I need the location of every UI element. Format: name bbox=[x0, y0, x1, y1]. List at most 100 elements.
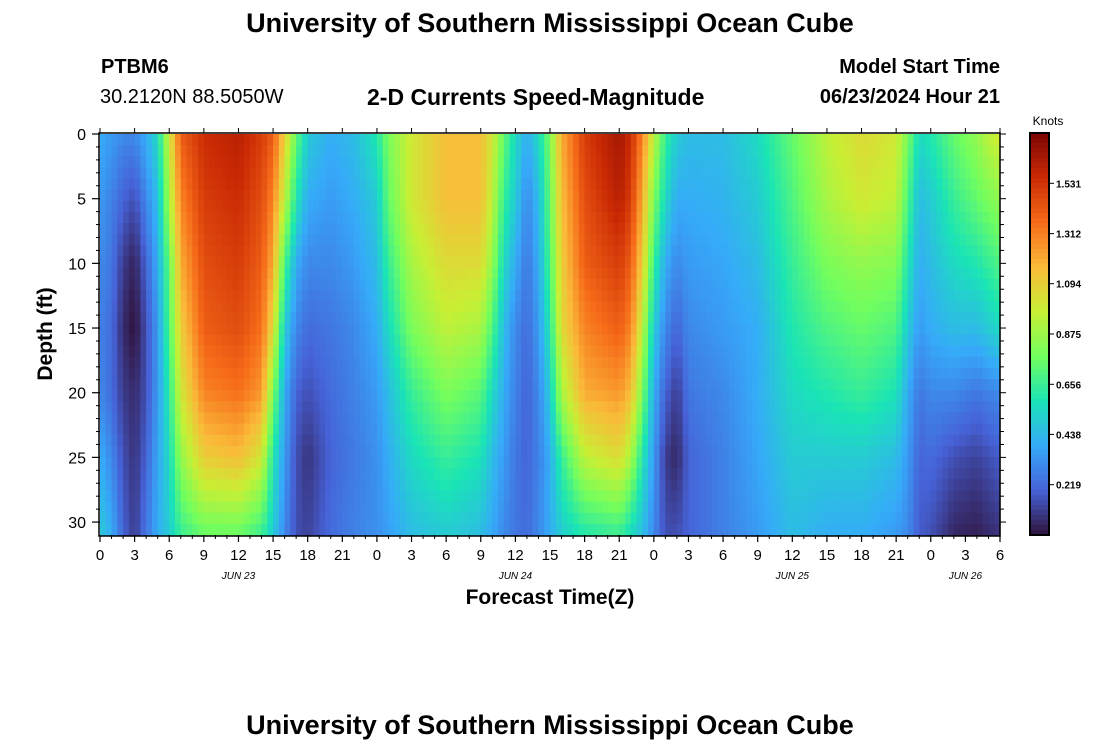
heatmap-cell bbox=[896, 156, 903, 169]
heatmap-cell bbox=[244, 156, 251, 169]
heatmap-cell bbox=[296, 323, 303, 336]
heatmap-cell bbox=[123, 256, 130, 269]
heatmap-cell bbox=[348, 445, 355, 458]
heatmap-cell bbox=[544, 468, 551, 480]
heatmap-cell bbox=[590, 178, 597, 191]
heatmap-cell bbox=[232, 301, 240, 313]
heatmap-cell bbox=[555, 434, 563, 447]
heatmap-cell bbox=[561, 479, 568, 492]
heatmap-cell bbox=[111, 512, 118, 525]
heatmap-cell bbox=[584, 323, 591, 336]
heatmap-cell bbox=[832, 211, 840, 224]
heatmap-cell bbox=[700, 178, 707, 191]
heatmap-cell bbox=[838, 490, 845, 503]
heatmap-cell bbox=[544, 367, 551, 380]
heatmap-cell bbox=[515, 189, 522, 202]
heatmap-cell bbox=[376, 200, 384, 213]
heatmap-cell bbox=[209, 289, 216, 302]
heatmap-cell bbox=[728, 445, 736, 458]
heatmap-cell bbox=[786, 345, 793, 358]
heatmap-cell bbox=[128, 468, 136, 480]
heatmap-cell bbox=[411, 512, 418, 525]
heatmap-cell bbox=[296, 434, 303, 447]
heatmap-cell bbox=[180, 267, 188, 280]
heatmap-cell bbox=[232, 379, 240, 391]
heatmap-cell bbox=[728, 356, 736, 369]
heatmap-cell bbox=[676, 245, 684, 258]
heatmap-cell bbox=[117, 200, 124, 213]
heatmap-cell bbox=[700, 356, 707, 369]
heatmap-cell bbox=[284, 390, 291, 402]
heatmap-cell bbox=[740, 512, 747, 525]
heatmap-cell bbox=[325, 367, 332, 380]
heatmap-cell bbox=[330, 345, 338, 358]
heatmap-cell bbox=[475, 434, 482, 447]
heatmap-cell bbox=[659, 434, 666, 447]
heatmap-cell bbox=[769, 289, 776, 302]
heatmap-cell bbox=[630, 445, 638, 458]
heatmap-cell bbox=[330, 278, 338, 291]
heatmap-cell bbox=[111, 367, 118, 380]
heatmap-cell bbox=[659, 490, 666, 503]
heatmap-cell bbox=[896, 334, 903, 347]
heatmap-cell bbox=[428, 468, 436, 480]
heatmap-cell bbox=[475, 390, 482, 402]
heatmap-cell bbox=[578, 178, 586, 191]
heatmap-cell bbox=[878, 334, 886, 347]
heatmap-cell bbox=[861, 189, 868, 202]
heatmap-cell bbox=[376, 245, 384, 258]
heatmap-cell bbox=[203, 256, 211, 269]
heatmap-cell bbox=[717, 379, 724, 391]
heatmap-cell bbox=[128, 156, 136, 169]
heatmap-cell bbox=[388, 234, 395, 246]
heatmap-cell bbox=[342, 412, 349, 425]
heatmap-cell bbox=[786, 211, 793, 224]
heatmap-cell bbox=[180, 445, 188, 458]
heatmap-cell bbox=[198, 289, 205, 302]
heatmap-cell bbox=[573, 501, 580, 514]
heatmap-cell bbox=[469, 234, 476, 246]
heatmap-cell bbox=[365, 445, 372, 458]
heatmap-cell bbox=[105, 211, 113, 224]
heatmap-cell bbox=[665, 145, 672, 157]
heatmap-cell bbox=[740, 367, 747, 380]
heatmap-cell bbox=[273, 423, 280, 436]
heatmap-cell bbox=[446, 423, 453, 436]
heatmap-cell bbox=[873, 267, 880, 280]
heatmap-cell bbox=[353, 457, 361, 469]
heatmap-cell bbox=[723, 145, 730, 157]
heatmap-cell bbox=[226, 189, 234, 202]
heatmap-cell bbox=[676, 134, 684, 146]
heatmap-cell bbox=[792, 223, 799, 235]
heatmap-cell bbox=[584, 523, 591, 536]
heatmap-cell bbox=[319, 289, 326, 302]
heatmap-cell bbox=[140, 379, 147, 391]
heatmap-cell bbox=[613, 468, 620, 480]
heatmap-cell bbox=[371, 156, 378, 169]
heatmap-cell bbox=[486, 189, 493, 202]
heatmap-cell bbox=[186, 156, 193, 169]
heatmap-cell bbox=[584, 223, 591, 235]
heatmap-cell bbox=[890, 234, 897, 246]
heatmap-cell bbox=[809, 523, 816, 536]
heatmap-cell bbox=[284, 189, 291, 202]
heatmap-cell bbox=[463, 512, 470, 525]
heatmap-cell bbox=[740, 200, 747, 213]
heatmap-cell bbox=[538, 412, 545, 425]
heatmap-cell bbox=[400, 423, 407, 436]
heatmap-cell bbox=[740, 501, 747, 514]
heatmap-cell bbox=[111, 301, 118, 313]
heatmap-cell bbox=[186, 512, 193, 525]
heatmap-cell bbox=[423, 412, 430, 425]
heatmap-cell bbox=[267, 512, 274, 525]
heatmap-cell bbox=[815, 178, 822, 191]
heatmap-cell bbox=[301, 145, 309, 157]
heatmap-cell bbox=[573, 512, 580, 525]
heatmap-cell bbox=[175, 490, 182, 503]
heatmap-cell bbox=[890, 178, 897, 191]
heatmap-cell bbox=[134, 445, 141, 458]
heatmap-cell bbox=[238, 223, 245, 235]
heatmap-cell bbox=[376, 134, 384, 146]
heatmap-cell bbox=[457, 200, 465, 213]
heatmap-cell bbox=[515, 457, 522, 469]
